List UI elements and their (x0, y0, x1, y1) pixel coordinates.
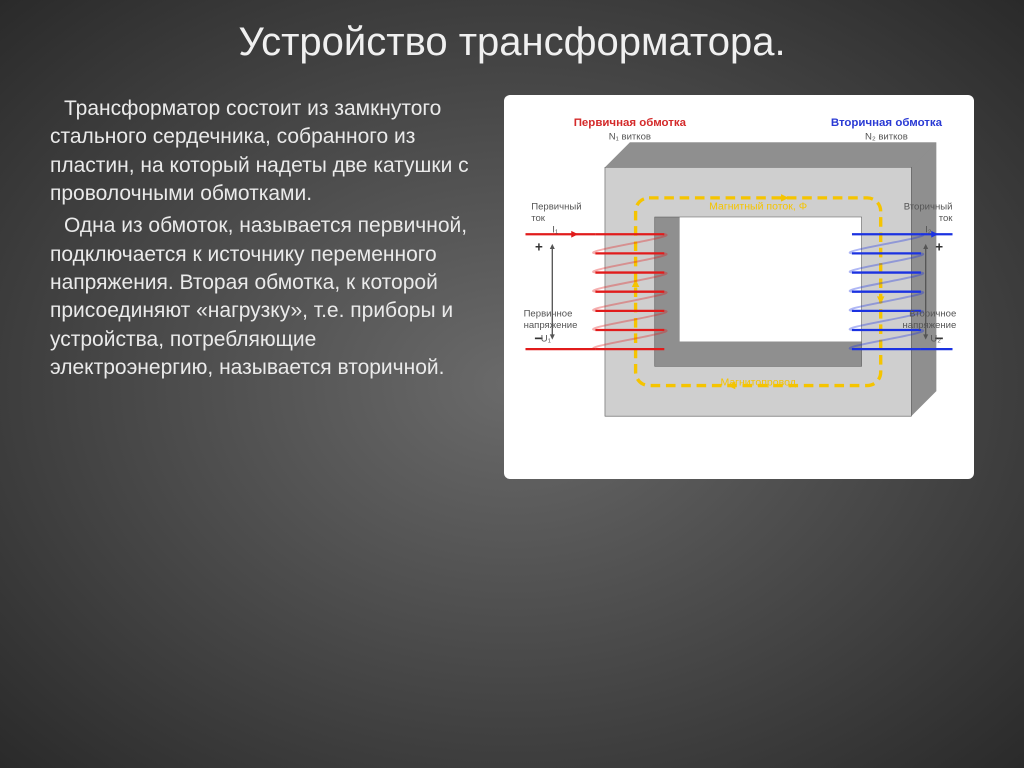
slide-title: Устройство трансформатора. (50, 20, 974, 65)
svg-text:Первичная обмотка: Первичная обмотка (574, 117, 687, 129)
svg-text:Вторичный: Вторичный (904, 201, 953, 212)
svg-text:+: + (535, 239, 543, 254)
svg-text:U₁: U₁ (541, 333, 551, 344)
svg-text:ток: ток (531, 213, 546, 224)
svg-text:I₁: I₁ (552, 224, 558, 235)
svg-text:Первичное: Первичное (524, 309, 573, 320)
svg-text:Вторичная обмотка: Вторичная обмотка (831, 117, 943, 129)
transformer-svg: Магнитный поток, ΦМагнитопровод+−+−Перви… (514, 105, 964, 469)
svg-text:Вторичное: Вторичное (909, 309, 956, 320)
svg-text:I₂: I₂ (925, 224, 932, 235)
svg-text:U₂: U₂ (930, 333, 941, 344)
svg-text:напряжение: напряжение (524, 320, 578, 331)
paragraph-1: Трансформатор состоит из замкнутого стал… (50, 95, 484, 208)
transformer-diagram: Магнитный поток, ΦМагнитопровод+−+−Перви… (504, 95, 974, 479)
svg-text:N₁ витков: N₁ витков (609, 131, 651, 142)
svg-text:Первичный: Первичный (531, 201, 581, 212)
slide: Устройство трансформатора. Трансформатор… (0, 0, 1024, 768)
body-text: Трансформатор состоит из замкнутого стал… (50, 95, 484, 386)
svg-text:+: + (935, 239, 943, 254)
paragraph-2: Одна из обмоток, называется первичной, п… (50, 212, 484, 382)
svg-text:Магнитный поток, Φ: Магнитный поток, Φ (709, 200, 807, 212)
content-row: Трансформатор состоит из замкнутого стал… (50, 95, 974, 479)
svg-text:напряжение: напряжение (903, 320, 957, 331)
svg-text:N₂ витков: N₂ витков (865, 131, 908, 142)
svg-text:ток: ток (939, 213, 954, 224)
svg-text:Магнитопровод: Магнитопровод (720, 377, 795, 389)
